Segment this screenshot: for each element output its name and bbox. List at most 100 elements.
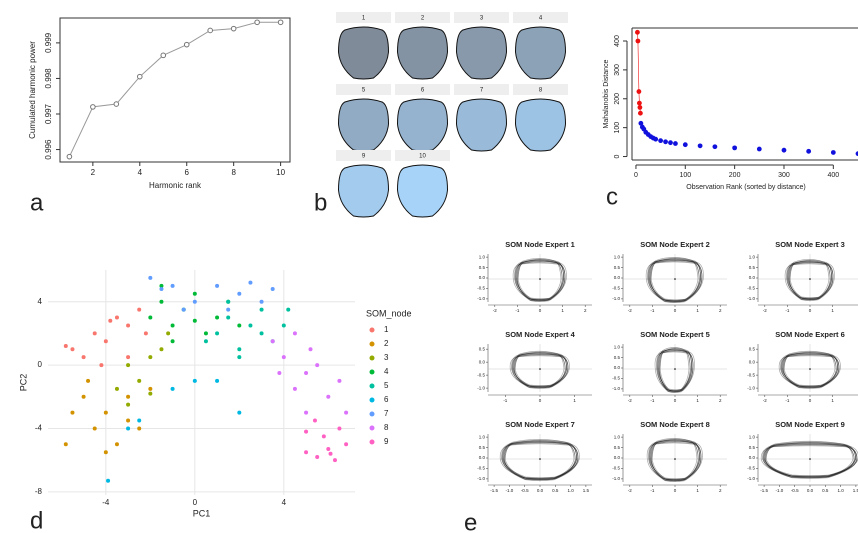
x-axis-label: Harmonic rank [149,181,202,190]
point [259,299,264,304]
point [126,394,131,399]
outline [789,259,833,300]
point [215,315,220,320]
y-tick-label: 0.0 [479,359,486,364]
y-tick-label: -0.5 [477,372,485,377]
point [237,291,242,296]
header [395,84,450,95]
point [137,378,142,383]
outline [648,260,704,301]
point [103,450,108,455]
x-tick-label: 1 [573,398,576,403]
panel-label: a [30,189,44,216]
point [304,410,309,415]
outline [513,350,565,389]
outline [501,442,579,480]
legend-label: 7 [384,409,389,418]
y-tick-label: -1.0 [477,476,485,481]
x-tick-label: 2 [584,308,587,313]
point [63,442,68,447]
outline [650,440,702,481]
point [248,280,253,285]
outline [650,258,700,303]
y-tick-label: 1.0 [614,254,621,259]
point [237,410,242,415]
header [395,150,450,161]
point [326,394,331,399]
point [344,442,349,447]
shape [455,26,508,80]
x-tick-label: -0.5 [521,488,529,493]
legend-swatch [369,369,375,375]
point [170,386,175,391]
y-tick-label: -0.5 [747,286,755,291]
outline [647,259,701,301]
y-tick-label: -0.5 [747,372,755,377]
point [806,148,812,154]
outline [514,260,564,300]
y-tick-label: -1.0 [747,476,755,481]
point [215,283,220,288]
point [712,144,718,150]
outline [503,438,575,481]
outline [657,350,695,391]
point [658,138,664,144]
outline [789,260,831,301]
x-tick-label: 400 [827,172,839,179]
outline [650,437,698,482]
outline [649,258,701,302]
outline [654,351,694,391]
outline [659,347,693,392]
x-tick-label: 100 [679,172,691,179]
outline [501,441,577,479]
outline [783,352,837,389]
panel-title: SOM Node Expert 9 [775,420,845,429]
outline [514,352,566,389]
point [66,153,73,160]
point [270,287,275,292]
y-tick-label: 0.998 [44,68,53,89]
legend-swatch [369,397,375,403]
y-tick-label: 300 [614,64,621,76]
outline [512,353,566,389]
x-tick-label: -2 [763,398,767,403]
point [315,363,320,368]
outline [650,257,702,302]
shape-label: 4 [539,16,543,22]
y-axis-label: PC2 [18,374,28,392]
y-tick-label: -0.5 [612,466,620,471]
point [203,331,208,336]
point [697,143,703,149]
legend-label: 6 [384,395,389,404]
x-tick-label: 0 [809,308,812,313]
x-tick-label: 2 [719,398,722,403]
y-tick-label: 1.0 [749,254,756,259]
outline [659,348,691,393]
center [539,458,541,460]
point [292,386,297,391]
shape-label: 3 [480,16,484,22]
point [277,370,282,375]
point [254,19,260,26]
y-tick-label: -4 [35,424,43,433]
panel-title: SOM Node Expert 5 [640,330,710,339]
outline [514,261,566,301]
point [326,447,331,452]
shape-label: 6 [421,88,425,94]
x-tick-label: 1 [696,398,699,403]
outline [786,262,834,300]
y-tick-label: 0.0 [749,455,756,460]
legend-label: 4 [384,367,389,376]
header [336,84,391,95]
outline [515,261,567,300]
outline [503,440,577,480]
point [192,291,197,296]
point [159,299,164,304]
header [395,12,450,23]
outline [517,258,565,301]
outline [516,260,566,301]
x-tick-label: -1 [785,308,789,313]
point [160,52,167,59]
point [192,299,197,304]
